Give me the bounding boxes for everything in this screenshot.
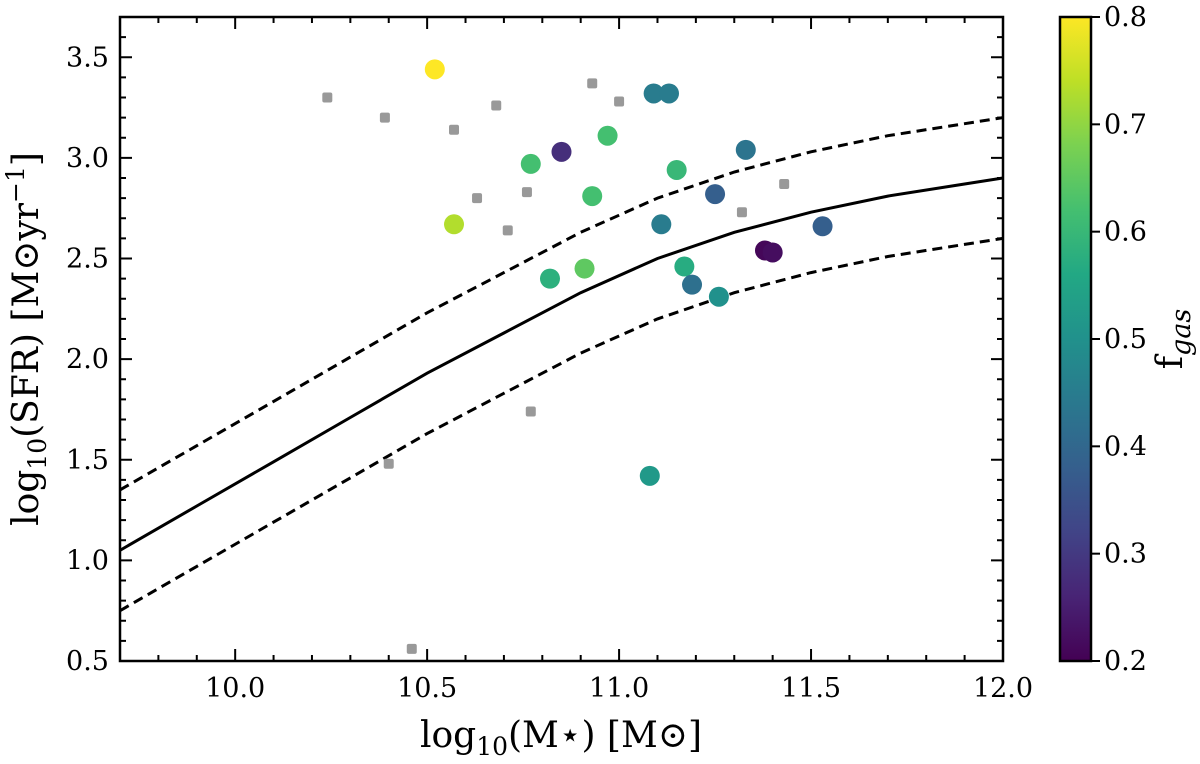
- gray-point: [406, 643, 417, 654]
- y-tick-labels: 0.5 1.0 1.5 2.0 2.5 3.0 3.5: [66, 42, 109, 677]
- gray-point: [383, 458, 394, 469]
- x-tick-label: 10.5: [397, 673, 457, 704]
- gray-point: [502, 225, 513, 236]
- colorbar-tick-label: 0.2: [1104, 646, 1147, 677]
- colored-point: [424, 59, 445, 80]
- colorbar-tick-label: 0.3: [1104, 539, 1147, 570]
- colored-point: [674, 256, 695, 277]
- gray-point: [779, 179, 790, 190]
- gray-point: [449, 124, 460, 135]
- colorbar-frame: [1058, 15, 1093, 663]
- colorbar-gradient: [1060, 17, 1091, 661]
- colorbar-tick-label: 0.7: [1104, 109, 1147, 140]
- colorbar-tick-label: 0.8: [1104, 2, 1147, 33]
- gray-point: [322, 92, 333, 103]
- y-axis-label: log10(SFR) [M⊙yr−1]: [1, 152, 52, 526]
- colorbar-ticks: [1091, 16, 1100, 662]
- colored-point: [762, 242, 783, 263]
- gray-point: [472, 193, 483, 204]
- colored-point: [643, 83, 664, 104]
- gray-point: [525, 406, 536, 417]
- colored-point: [582, 186, 603, 207]
- gray-point: [521, 187, 532, 198]
- colored-point: [444, 214, 465, 235]
- main-sequence-curves: [120, 116, 1003, 612]
- colored-point: [658, 83, 679, 104]
- x-tick-label: 12.0: [973, 673, 1033, 704]
- colored-point: [551, 141, 572, 162]
- colored-point: [666, 159, 687, 180]
- y-tick-label: 0.5: [66, 646, 109, 677]
- upper-scatter-line: [120, 116, 1003, 492]
- y-tick-label: 2.0: [66, 344, 109, 375]
- colored-point: [682, 274, 703, 295]
- x-axis-label: log10(M⋆) [M⊙]: [420, 715, 702, 761]
- colorbar-tick-label: 0.4: [1104, 431, 1147, 462]
- colored-point: [574, 258, 595, 279]
- y-tick-label: 1.0: [66, 545, 109, 576]
- gray-point: [614, 96, 625, 107]
- y-tick-label: 3.5: [66, 42, 109, 73]
- colored-point: [705, 184, 726, 205]
- y-tick-label: 3.0: [66, 143, 109, 174]
- y-tick-label: 1.5: [66, 445, 109, 476]
- main-sequence-line: [120, 176, 1003, 552]
- gray-points: [322, 78, 790, 654]
- gray-point: [736, 207, 747, 218]
- plot-area: [118, 15, 1005, 663]
- colored-point: [639, 465, 660, 486]
- colored-point: [708, 286, 729, 307]
- x-tick-labels: 10.0 10.5 11.0 11.5 12.0: [205, 673, 1033, 704]
- x-tick-label: 11.0: [589, 673, 649, 704]
- plot-frame: [118, 15, 1005, 663]
- colorbar-tick-label: 0.5: [1104, 324, 1147, 355]
- colored-point: [735, 139, 756, 160]
- colorbar-label: fgas: [1150, 309, 1197, 370]
- colored-points: [424, 59, 833, 486]
- colored-point: [539, 268, 560, 289]
- colorbar-tick-labels: 0.2 0.3 0.4 0.5 0.6 0.7 0.8: [1104, 2, 1147, 677]
- colored-point: [812, 216, 833, 237]
- colorbar: 0.2 0.3 0.4 0.5 0.6 0.7 0.8 fgas: [1058, 2, 1197, 677]
- colored-point: [520, 153, 541, 174]
- lower-scatter-line: [120, 236, 1003, 612]
- axis-ticks: [120, 17, 1003, 661]
- gray-point: [379, 112, 390, 123]
- y-tick-label: 2.5: [66, 244, 109, 275]
- colored-point: [651, 214, 672, 235]
- colorbar-tick-label: 0.6: [1104, 217, 1147, 248]
- gray-point: [587, 78, 598, 89]
- gray-point: [491, 100, 502, 111]
- colored-point: [597, 125, 618, 146]
- x-tick-label: 11.5: [781, 673, 841, 704]
- x-tick-label: 10.0: [205, 673, 265, 704]
